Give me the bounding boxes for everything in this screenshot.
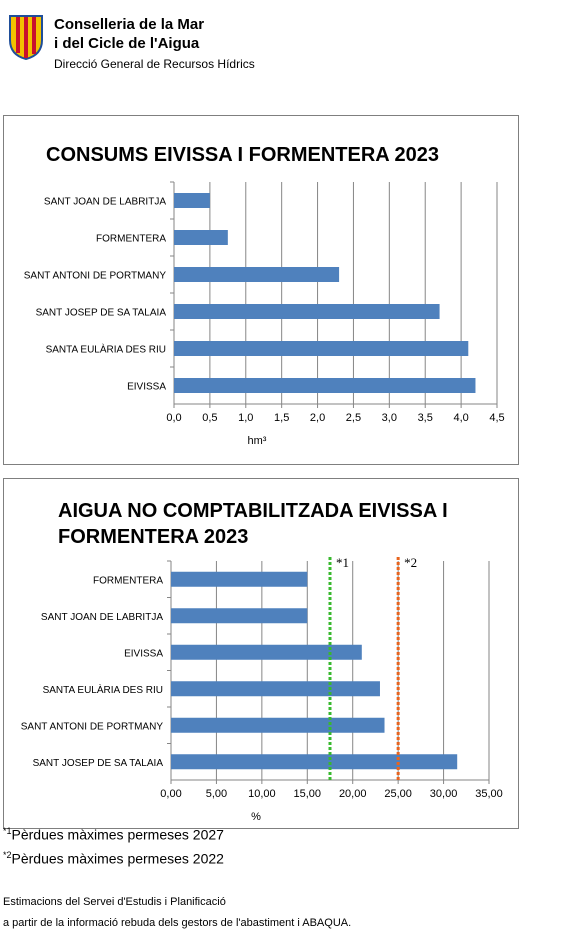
category-label: SANT JOAN DE LABRITJA (44, 197, 166, 208)
coat-of-arms-logo (9, 15, 43, 60)
chart-title: CONSUMS EIVISSA I FORMENTERA 2023 (46, 144, 440, 166)
x-tick-label: 3,5 (418, 412, 433, 424)
x-tick-label: 0,5 (202, 412, 217, 424)
category-label: SANT ANTONI DE PORTMANY (24, 271, 167, 282)
source-line-2: a partir de la informació rebuda dels ge… (3, 917, 352, 929)
bar (174, 341, 469, 356)
category-label: SANT JOSEP DE SA TALAIA (36, 308, 167, 319)
category-label: SANT ANTONI DE PORTMANY (21, 721, 164, 732)
x-tick-label: 1,0 (238, 412, 253, 424)
bar (171, 571, 308, 587)
x-tick-label: 1,5 (274, 412, 289, 424)
footnote-text: Pèrdues màximes permeses 2027 (11, 826, 224, 843)
x-tick-label: 25,00 (384, 788, 412, 800)
category-label: SANTA EULÀRIA DES RIU (46, 343, 166, 356)
consums-chart: 0,0 0,5 1,0 1,5 2,0 2,5 3,0 3,5 4,0 4,5 SANT JOAN … (24, 181, 505, 447)
bar (171, 608, 308, 624)
category-label: SANTA EULÀRIA DES RIU (43, 683, 163, 696)
category-label: SANT JOSEP DE SA TALAIA (33, 758, 164, 769)
x-tick-label: 0,00 (160, 788, 181, 800)
source-line-1: Estimacions del Servei d'Estudis i Plani… (3, 896, 226, 908)
footnote-mark: *2 (3, 850, 12, 860)
category-label: EIVISSA (124, 648, 163, 659)
x-tick-label: 30,00 (430, 788, 458, 800)
bar (174, 230, 228, 245)
category-label: EIVISSA (127, 382, 166, 393)
x-axis-label: hm³ (248, 435, 267, 447)
footnote-text: Pèrdues màximes permeses 2022 (11, 850, 224, 867)
bar (171, 681, 380, 697)
bar (171, 717, 385, 733)
category-label: FORMENTERA (96, 234, 166, 245)
reference-line-label: *2 (404, 555, 417, 570)
org-name-line1: Conselleria de la Mar (54, 16, 205, 33)
bar (174, 267, 340, 282)
footnote-2: *2Pèrdues màximes permeses 2022 (3, 850, 224, 867)
header: Conselleria de la Mar i del Cicle de l'A… (8, 14, 328, 78)
bar (174, 304, 440, 319)
aigua-no-comptabilitzada-chart-panel: AIGUA NO COMPTABILITZADA EIVISSA I FORME… (3, 478, 519, 829)
x-tick-label: 10,00 (248, 788, 276, 800)
x-tick-label: 3,0 (382, 412, 397, 424)
x-tick-label: 5,00 (206, 788, 227, 800)
x-tick-label: 2,5 (346, 412, 361, 424)
bar (174, 378, 476, 393)
x-tick-label: 0,0 (166, 412, 181, 424)
x-tick-label: 35,00 (475, 788, 503, 800)
org-subtitle: Direcció General de Recursos Hídrics (54, 57, 255, 71)
footnote-mark: *1 (3, 826, 12, 836)
x-axis-label: % (251, 811, 261, 823)
bar (171, 644, 362, 660)
x-tick-label: 2,0 (310, 412, 325, 424)
reference-line-label: *1 (336, 555, 349, 570)
category-label: SANT JOAN DE LABRITJA (41, 612, 163, 623)
category-label: FORMENTERA (93, 575, 163, 586)
footnote-1: *1Pèrdues màximes permeses 2027 (3, 826, 224, 843)
org-name-line2: i del Cicle de l'Aigua (54, 35, 200, 52)
x-tick-label: 4,5 (489, 412, 504, 424)
consums-chart-panel: CONSUMS EIVISSA I FORMENTERA 2023 0,0 0,5… (3, 115, 519, 465)
chart-title: AIGUA NO COMPTABILITZADA EIVISSA I FORME… (58, 500, 448, 548)
x-tick-label: 15,00 (294, 788, 322, 800)
bar (171, 754, 458, 770)
aigua-no-comptabilitzada-chart: 0,00 5,00 10,00 15,00 20,00 25,00 30,00 35,00 FO… (21, 555, 503, 823)
x-tick-label: 20,00 (339, 788, 367, 800)
x-tick-label: 4,0 (453, 412, 468, 424)
bar (174, 193, 210, 208)
